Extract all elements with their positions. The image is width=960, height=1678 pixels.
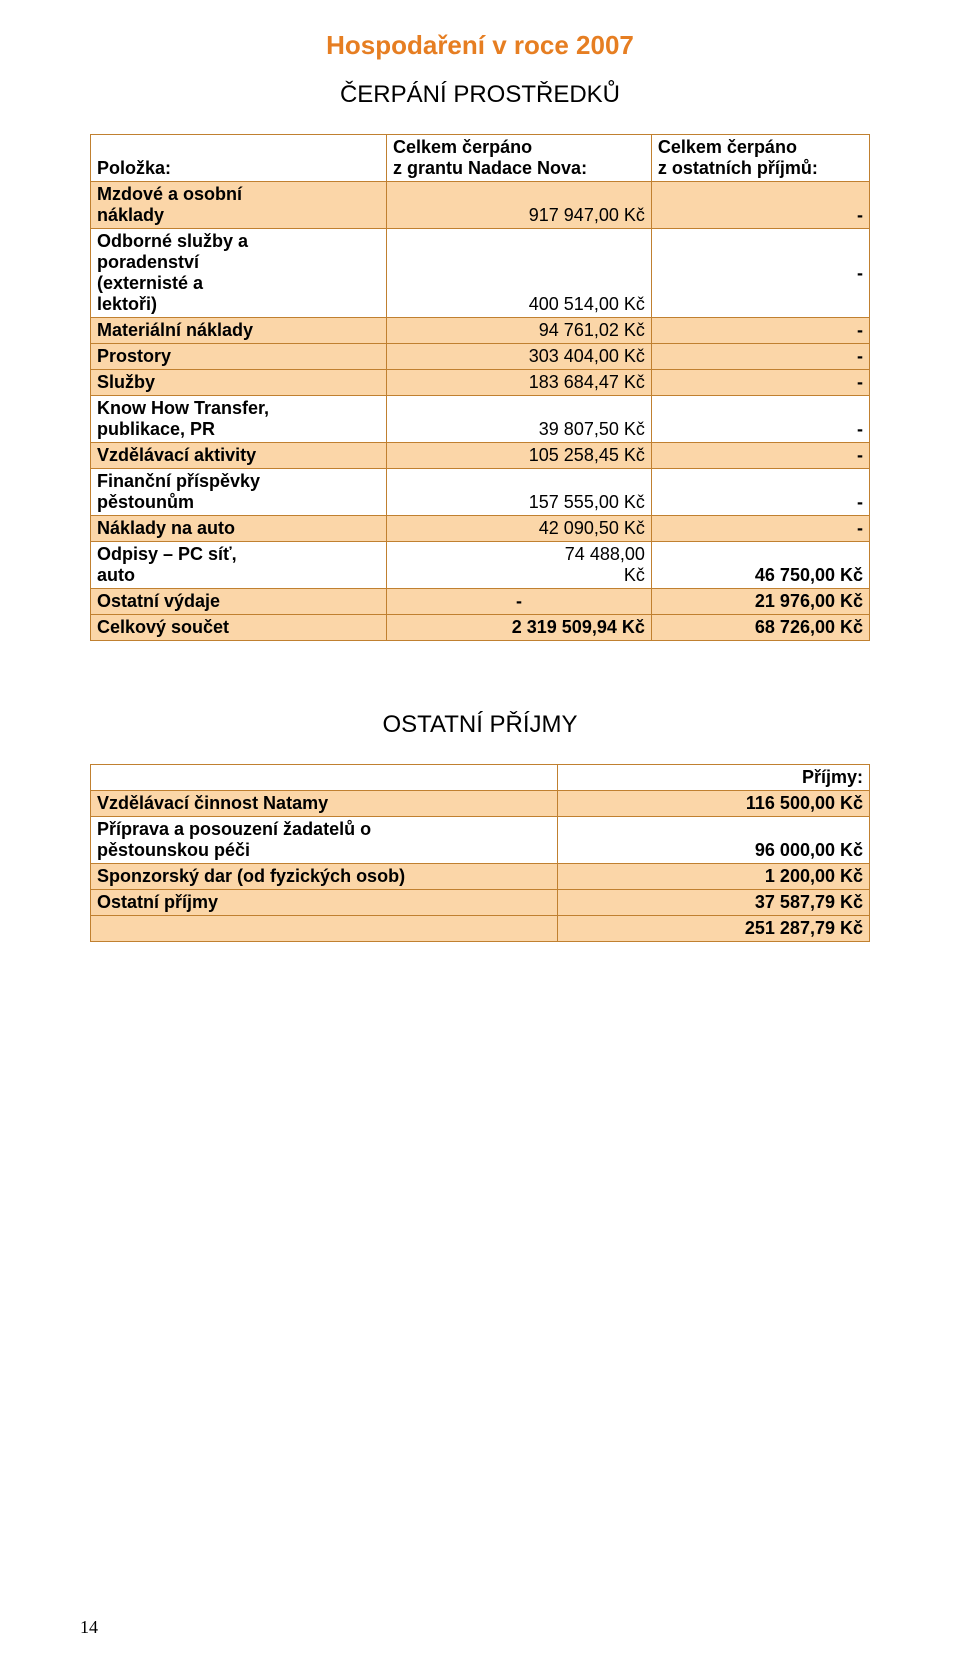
cell-value: - bbox=[387, 589, 652, 615]
cell-label: Služby bbox=[91, 370, 387, 396]
text: Celkem čerpáno bbox=[393, 137, 532, 157]
table-row: Odborné služby a poradenství (externisté… bbox=[91, 229, 870, 318]
cell-value: 39 807,50 Kč bbox=[387, 396, 652, 443]
subtitle-1: ČERPÁNÍ PROSTŘEDKŮ bbox=[90, 81, 870, 109]
text: lektoři) bbox=[97, 294, 157, 314]
table-row: Vzdělávací činnost Natamy 116 500,00 Kč bbox=[91, 791, 870, 817]
cell-value: 303 404,00 Kč bbox=[387, 344, 652, 370]
cell-value: - bbox=[651, 370, 869, 396]
text: publikace, PR bbox=[97, 419, 215, 439]
cell-label: Celkový součet bbox=[91, 615, 387, 641]
cell-label: Odborné služby a poradenství (externisté… bbox=[91, 229, 387, 318]
cell-value: 74 488,00 Kč bbox=[387, 542, 652, 589]
table-row: Odpisy – PC síť, auto 74 488,00 Kč 46 75… bbox=[91, 542, 870, 589]
text: Know How Transfer, bbox=[97, 398, 269, 418]
table-row: Ostatní příjmy 37 587,79 Kč bbox=[91, 890, 870, 916]
cell-value: 21 976,00 Kč bbox=[651, 589, 869, 615]
cell-label: Materiální náklady bbox=[91, 318, 387, 344]
cell-value: - bbox=[651, 469, 869, 516]
text: náklady bbox=[97, 205, 164, 225]
table-cerpani: Položka: Celkem čerpáno z grantu Nadace … bbox=[90, 134, 870, 641]
cell-value: 46 750,00 Kč bbox=[651, 542, 869, 589]
cell-label: Vzdělávací činnost Natamy bbox=[91, 791, 558, 817]
page: Hospodaření v roce 2007 ČERPÁNÍ PROSTŘED… bbox=[0, 0, 960, 942]
cell-label: Prostory bbox=[91, 344, 387, 370]
cell-value: - bbox=[651, 516, 869, 542]
table-row: Vzdělávací aktivity 105 258,45 Kč - bbox=[91, 443, 870, 469]
cell-value: 105 258,45 Kč bbox=[387, 443, 652, 469]
text: Odborné služby a bbox=[97, 231, 248, 251]
cell-value: 157 555,00 Kč bbox=[387, 469, 652, 516]
text: pěstounskou péči bbox=[97, 840, 250, 860]
table-row: Materiální náklady 94 761,02 Kč - bbox=[91, 318, 870, 344]
table-header-row: Položka: Celkem čerpáno z grantu Nadace … bbox=[91, 135, 870, 182]
cell-value: - bbox=[651, 443, 869, 469]
cell-value: - bbox=[651, 318, 869, 344]
col-header-grant: Celkem čerpáno z grantu Nadace Nova: bbox=[387, 135, 652, 182]
table-row: Příprava a posouzení žadatelů o pěstouns… bbox=[91, 817, 870, 864]
cell-label: Sponzorský dar (od fyzických osob) bbox=[91, 864, 558, 890]
cell-label: Ostatní výdaje bbox=[91, 589, 387, 615]
text: poradenství bbox=[97, 252, 199, 272]
table-row: Náklady na auto 42 090,50 Kč - bbox=[91, 516, 870, 542]
cell-value: 1 200,00 Kč bbox=[558, 864, 870, 890]
cell-value: 400 514,00 Kč bbox=[387, 229, 652, 318]
col-header-polozka: Položka: bbox=[91, 135, 387, 182]
cell-label: Know How Transfer, publikace, PR bbox=[91, 396, 387, 443]
table-row-total: 251 287,79 Kč bbox=[91, 916, 870, 942]
cell-label bbox=[91, 916, 558, 942]
text: Celkem čerpáno bbox=[658, 137, 797, 157]
table-row-total: Celkový součet 2 319 509,94 Kč 68 726,00… bbox=[91, 615, 870, 641]
cell-value: 68 726,00 Kč bbox=[651, 615, 869, 641]
subtitle-2: OSTATNÍ PŘÍJMY bbox=[90, 711, 870, 739]
cell-value: 183 684,47 Kč bbox=[387, 370, 652, 396]
cell-empty bbox=[91, 765, 558, 791]
text: z ostatních příjmů: bbox=[658, 158, 818, 178]
cell-value: 116 500,00 Kč bbox=[558, 791, 870, 817]
text: z grantu Nadace Nova: bbox=[393, 158, 587, 178]
col-header-ostatni: Celkem čerpáno z ostatních příjmů: bbox=[651, 135, 869, 182]
cell-label: Náklady na auto bbox=[91, 516, 387, 542]
table-header-row: Příjmy: bbox=[91, 765, 870, 791]
spacer bbox=[90, 641, 870, 711]
table-row: Know How Transfer, publikace, PR 39 807,… bbox=[91, 396, 870, 443]
cell-value: 94 761,02 Kč bbox=[387, 318, 652, 344]
table-row: Sponzorský dar (od fyzických osob) 1 200… bbox=[91, 864, 870, 890]
text: Položka: bbox=[97, 158, 171, 178]
cell-value: 42 090,50 Kč bbox=[387, 516, 652, 542]
text: pěstounům bbox=[97, 492, 194, 512]
table-row: Ostatní výdaje - 21 976,00 Kč bbox=[91, 589, 870, 615]
col-header-prijmy: Příjmy: bbox=[558, 765, 870, 791]
cell-label: Příprava a posouzení žadatelů o pěstouns… bbox=[91, 817, 558, 864]
cell-label: Mzdové a osobní náklady bbox=[91, 182, 387, 229]
cell-value: 251 287,79 Kč bbox=[558, 916, 870, 942]
cell-value: - bbox=[651, 182, 869, 229]
cell-value: - bbox=[651, 344, 869, 370]
table-prijmy: Příjmy: Vzdělávací činnost Natamy 116 50… bbox=[90, 764, 870, 942]
page-number: 14 bbox=[80, 1617, 98, 1638]
text: (externisté a bbox=[97, 273, 203, 293]
cell-value: - bbox=[651, 396, 869, 443]
text: Odpisy – PC síť, bbox=[97, 544, 237, 564]
cell-value: 917 947,00 Kč bbox=[387, 182, 652, 229]
cell-value: 2 319 509,94 Kč bbox=[387, 615, 652, 641]
table-row: Prostory 303 404,00 Kč - bbox=[91, 344, 870, 370]
page-title: Hospodaření v roce 2007 bbox=[90, 30, 870, 61]
cell-value: 37 587,79 Kč bbox=[558, 890, 870, 916]
cell-label: Odpisy – PC síť, auto bbox=[91, 542, 387, 589]
cell-value: - bbox=[651, 229, 869, 318]
table-row: Mzdové a osobní náklady 917 947,00 Kč - bbox=[91, 182, 870, 229]
text: Kč bbox=[624, 565, 645, 585]
cell-value: 96 000,00 Kč bbox=[558, 817, 870, 864]
text: 74 488,00 bbox=[565, 544, 645, 564]
cell-label: Vzdělávací aktivity bbox=[91, 443, 387, 469]
cell-label: Ostatní příjmy bbox=[91, 890, 558, 916]
text: Příprava a posouzení žadatelů o bbox=[97, 819, 371, 839]
table-row: Služby 183 684,47 Kč - bbox=[91, 370, 870, 396]
text: Finanční příspěvky bbox=[97, 471, 260, 491]
text: Mzdové a osobní bbox=[97, 184, 242, 204]
table-row: Finanční příspěvky pěstounům 157 555,00 … bbox=[91, 469, 870, 516]
cell-label: Finanční příspěvky pěstounům bbox=[91, 469, 387, 516]
text: auto bbox=[97, 565, 135, 585]
